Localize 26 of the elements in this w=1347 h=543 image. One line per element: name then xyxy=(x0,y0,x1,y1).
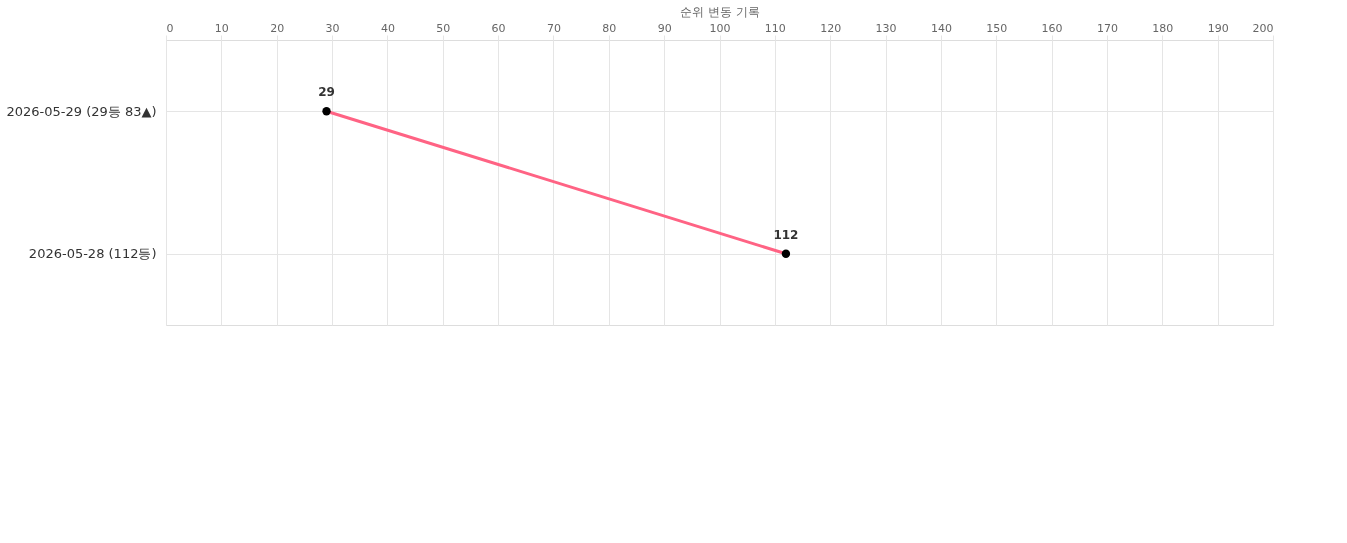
x-tick-label: 190 xyxy=(1207,21,1229,35)
y-tick-label: 2026-05-29 (29등 83▲) xyxy=(6,103,157,119)
y-tick-label: 2026-05-28 (112등) xyxy=(28,246,157,262)
x-tick-label: 110 xyxy=(764,21,786,35)
x-tick-label: 90 xyxy=(657,21,672,35)
x-axis-title: 순위 변동 기록 xyxy=(680,4,760,19)
x-tick-label: 50 xyxy=(436,21,451,35)
data-label: 29 xyxy=(318,85,335,100)
data-label: 112 xyxy=(773,227,799,242)
x-tick-label: 170 xyxy=(1096,21,1118,35)
x-tick-label: 140 xyxy=(930,21,952,35)
x-tick-label: 200 xyxy=(1252,21,1274,35)
x-tick-label: 0 xyxy=(166,21,174,35)
x-tick-label: 80 xyxy=(602,21,617,35)
x-tick-label: 10 xyxy=(214,21,229,35)
x-tick-label: 20 xyxy=(270,21,285,35)
x-tick-label: 30 xyxy=(325,21,340,35)
x-tick-label: 180 xyxy=(1152,21,1174,35)
x-tick-label: 100 xyxy=(709,21,731,35)
x-tick-label: 130 xyxy=(875,21,897,35)
x-tick-label: 60 xyxy=(491,21,506,35)
x-tick-label: 150 xyxy=(986,21,1008,35)
x-tick-label: 40 xyxy=(380,21,395,35)
x-tick-label: 70 xyxy=(546,21,561,35)
x-tick-label: 120 xyxy=(820,21,842,35)
x-tick-label: 160 xyxy=(1041,21,1063,35)
